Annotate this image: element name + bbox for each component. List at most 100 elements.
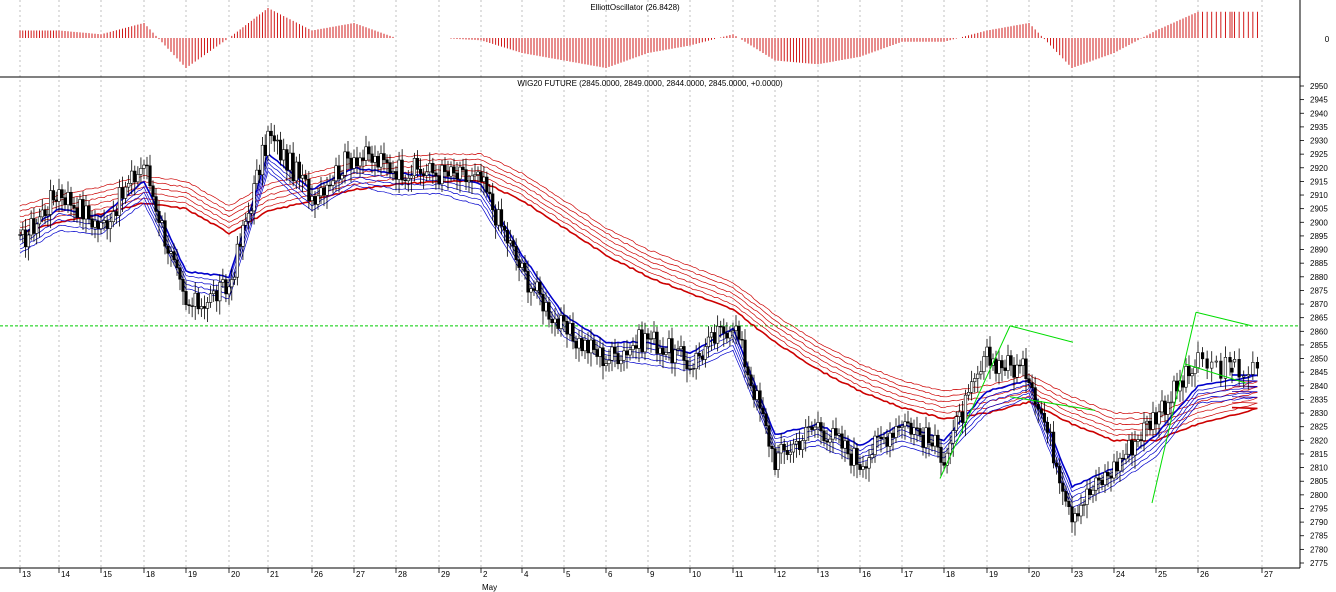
candle-body-359 bbox=[1097, 477, 1101, 481]
candle-body-364 bbox=[1112, 461, 1116, 479]
candle-body-69 bbox=[224, 279, 228, 295]
candle-body-243 bbox=[746, 366, 750, 376]
candle-body-84 bbox=[266, 130, 270, 156]
flag1-upper bbox=[1009, 325, 1074, 343]
candle-body-286 bbox=[876, 435, 880, 438]
candle-body-12 bbox=[51, 190, 56, 201]
candle-body-252 bbox=[773, 448, 777, 470]
candle-body-270 bbox=[828, 438, 832, 443]
candle-body-403 bbox=[1246, 374, 1250, 377]
candle-body-2 bbox=[23, 229, 28, 248]
candle-body-344 bbox=[1051, 431, 1056, 464]
candle-body-171 bbox=[529, 288, 533, 293]
candle-body-296 bbox=[906, 421, 910, 424]
candle-body-274 bbox=[840, 433, 844, 449]
candle-body-254 bbox=[779, 443, 783, 454]
candle-body-77 bbox=[246, 213, 251, 222]
y-tick-label-2775: 2775 bbox=[1310, 559, 1328, 568]
candle-body-147 bbox=[458, 166, 462, 180]
flag1-pole bbox=[939, 325, 1011, 479]
candle-body-313 bbox=[957, 411, 961, 417]
candle-body-157 bbox=[488, 191, 492, 195]
candle-body-145 bbox=[452, 166, 456, 174]
candle-body-348 bbox=[1064, 491, 1068, 502]
candle-body-331 bbox=[1012, 364, 1016, 378]
flag1-lower bbox=[1009, 396, 1096, 411]
candle-body-73 bbox=[235, 243, 239, 278]
y-tick-label-2830: 2830 bbox=[1310, 409, 1328, 418]
candle-body-260 bbox=[797, 440, 802, 450]
candle-body-351 bbox=[1073, 513, 1077, 523]
candle-body-221 bbox=[679, 346, 683, 350]
candle-body-116 bbox=[364, 146, 368, 161]
candle-body-23 bbox=[84, 205, 88, 220]
candle-body-374 bbox=[1142, 422, 1146, 441]
candle-body-54 bbox=[178, 267, 182, 280]
candle-body-144 bbox=[449, 166, 453, 177]
candle-body-213 bbox=[655, 331, 659, 354]
candle-body-65 bbox=[212, 290, 216, 295]
candle-body-368 bbox=[1124, 453, 1128, 460]
candle-body-301 bbox=[921, 434, 925, 448]
candle-body-256 bbox=[785, 450, 789, 455]
candle-body-319 bbox=[976, 373, 980, 379]
candle-body-210 bbox=[646, 333, 650, 340]
x-tick-label-15: 9 bbox=[650, 570, 655, 579]
candle-body-16 bbox=[63, 197, 67, 206]
candle-body-357 bbox=[1091, 489, 1095, 496]
month-label: May bbox=[482, 583, 497, 592]
candle-body-405 bbox=[1255, 361, 1260, 369]
candle-body-267 bbox=[819, 422, 823, 432]
y-tick-label-2800: 2800 bbox=[1310, 491, 1328, 500]
x-tick-label-6: 21 bbox=[270, 570, 279, 579]
candle-body-89 bbox=[282, 149, 286, 161]
candle-body-224 bbox=[688, 368, 692, 370]
y-axis-ticks: 2950 2945 2940 2935 2930 2925 2920 2915 2910 2905… bbox=[1300, 82, 1328, 568]
candle-body-203 bbox=[625, 350, 629, 356]
candle-body-336 bbox=[1027, 378, 1031, 383]
oscillator-zero-label: 0 bbox=[1325, 35, 1330, 44]
candle-body-71 bbox=[230, 279, 234, 288]
candle-body-380 bbox=[1160, 400, 1164, 413]
candle-body-46 bbox=[154, 196, 158, 212]
candle-body-385 bbox=[1175, 380, 1179, 392]
candle-body-333 bbox=[1018, 364, 1022, 367]
candle-body-215 bbox=[661, 347, 665, 355]
candle-body-375 bbox=[1145, 420, 1149, 424]
candle-body-308 bbox=[942, 462, 946, 466]
candle-body-129 bbox=[403, 179, 407, 182]
candle-body-355 bbox=[1085, 488, 1089, 505]
candle-body-35 bbox=[120, 187, 125, 199]
candle-body-196 bbox=[604, 363, 608, 367]
candle-body-106 bbox=[334, 165, 338, 182]
candle-body-155 bbox=[482, 176, 486, 182]
candle-body-149 bbox=[464, 169, 468, 183]
candle-body-369 bbox=[1127, 440, 1131, 455]
candle-body-198 bbox=[610, 346, 614, 361]
y-tick-label-2875: 2875 bbox=[1310, 286, 1328, 295]
candle-body-53 bbox=[175, 259, 179, 269]
candle-body-179 bbox=[553, 318, 557, 324]
candle-body-182 bbox=[562, 315, 566, 322]
candle-body-136 bbox=[425, 171, 429, 176]
x-tick-label-3: 18 bbox=[146, 570, 155, 579]
candle-body-209 bbox=[643, 333, 647, 353]
y-tick-label-2785: 2785 bbox=[1310, 532, 1328, 541]
x-tick-label-14: 6 bbox=[608, 570, 613, 579]
candle-body-204 bbox=[628, 349, 632, 356]
candle-body-31 bbox=[108, 221, 112, 229]
candle-body-97 bbox=[307, 178, 311, 201]
candle-body-162 bbox=[502, 225, 507, 231]
candle-body-14 bbox=[57, 189, 61, 202]
candle-body-228 bbox=[700, 355, 704, 360]
candle-body-305 bbox=[933, 434, 937, 447]
candle-body-56 bbox=[184, 291, 188, 305]
candle-body-123 bbox=[385, 159, 389, 163]
candle-body-163 bbox=[505, 229, 509, 244]
candle-body-100 bbox=[316, 195, 320, 205]
candle-body-96 bbox=[304, 174, 308, 180]
candle-body-255 bbox=[782, 443, 786, 451]
candle-body-263 bbox=[807, 426, 811, 428]
candle-body-10 bbox=[46, 214, 50, 216]
